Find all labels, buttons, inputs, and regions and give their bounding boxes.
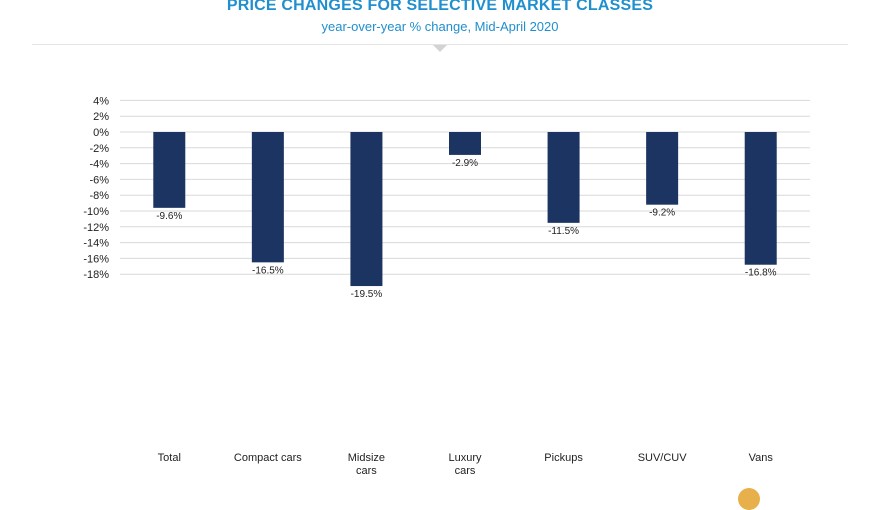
y-tick-label: -18% [83,269,109,281]
x-tick-label: Vans [749,452,774,464]
data-label: -9.2% [649,208,675,219]
bar [547,132,580,223]
y-tick-label: -10% [83,206,109,218]
x-tick-label: Total [158,452,181,464]
bar [744,132,777,265]
data-label: -16.5% [252,265,284,276]
x-tick-label: Pickups [544,452,583,464]
y-tick-label: -12% [83,222,109,234]
data-label: -9.6% [156,211,182,222]
logo-badge-icon [738,488,760,510]
pointer-triangle-icon [433,45,447,52]
y-tick-label: -2% [89,143,109,155]
x-tick-label: cars [455,465,476,477]
title-divider [32,44,848,45]
chart-subtitle: year-over-year % change, Mid-April 2020 [321,19,559,34]
data-label: -16.8% [745,268,777,279]
x-tick-label: cars [356,465,377,477]
x-tick-label: Luxury [448,452,482,464]
bar [153,132,186,208]
x-tick-label: Midsize [348,452,385,464]
y-tick-label: -6% [89,174,109,186]
bar-chart: 4% 2% 0% -2% -4% -6% -8% -10% -12% -14% -16% -18% -9… [83,95,810,477]
y-tick-label: -4% [89,159,109,171]
bar [251,132,284,263]
y-tick-label: 4% [93,95,109,107]
y-tick-label: -16% [83,253,109,265]
y-tick-label: 2% [93,111,109,123]
y-tick-label: -14% [83,238,109,250]
data-label: -19.5% [351,289,383,300]
y-tick-label: -8% [89,190,109,202]
data-label: -2.9% [452,158,478,169]
bar [449,132,481,155]
y-tick-label: 0% [93,127,109,139]
x-tick-label: SUV/CUV [638,452,688,464]
x-tick-label: Compact cars [234,452,302,464]
data-label: -11.5% [548,226,579,237]
chart-title: PRICE CHANGES FOR SELECTIVE MARKET CLASS… [226,0,654,14]
bar [350,132,383,287]
bar [646,132,679,205]
